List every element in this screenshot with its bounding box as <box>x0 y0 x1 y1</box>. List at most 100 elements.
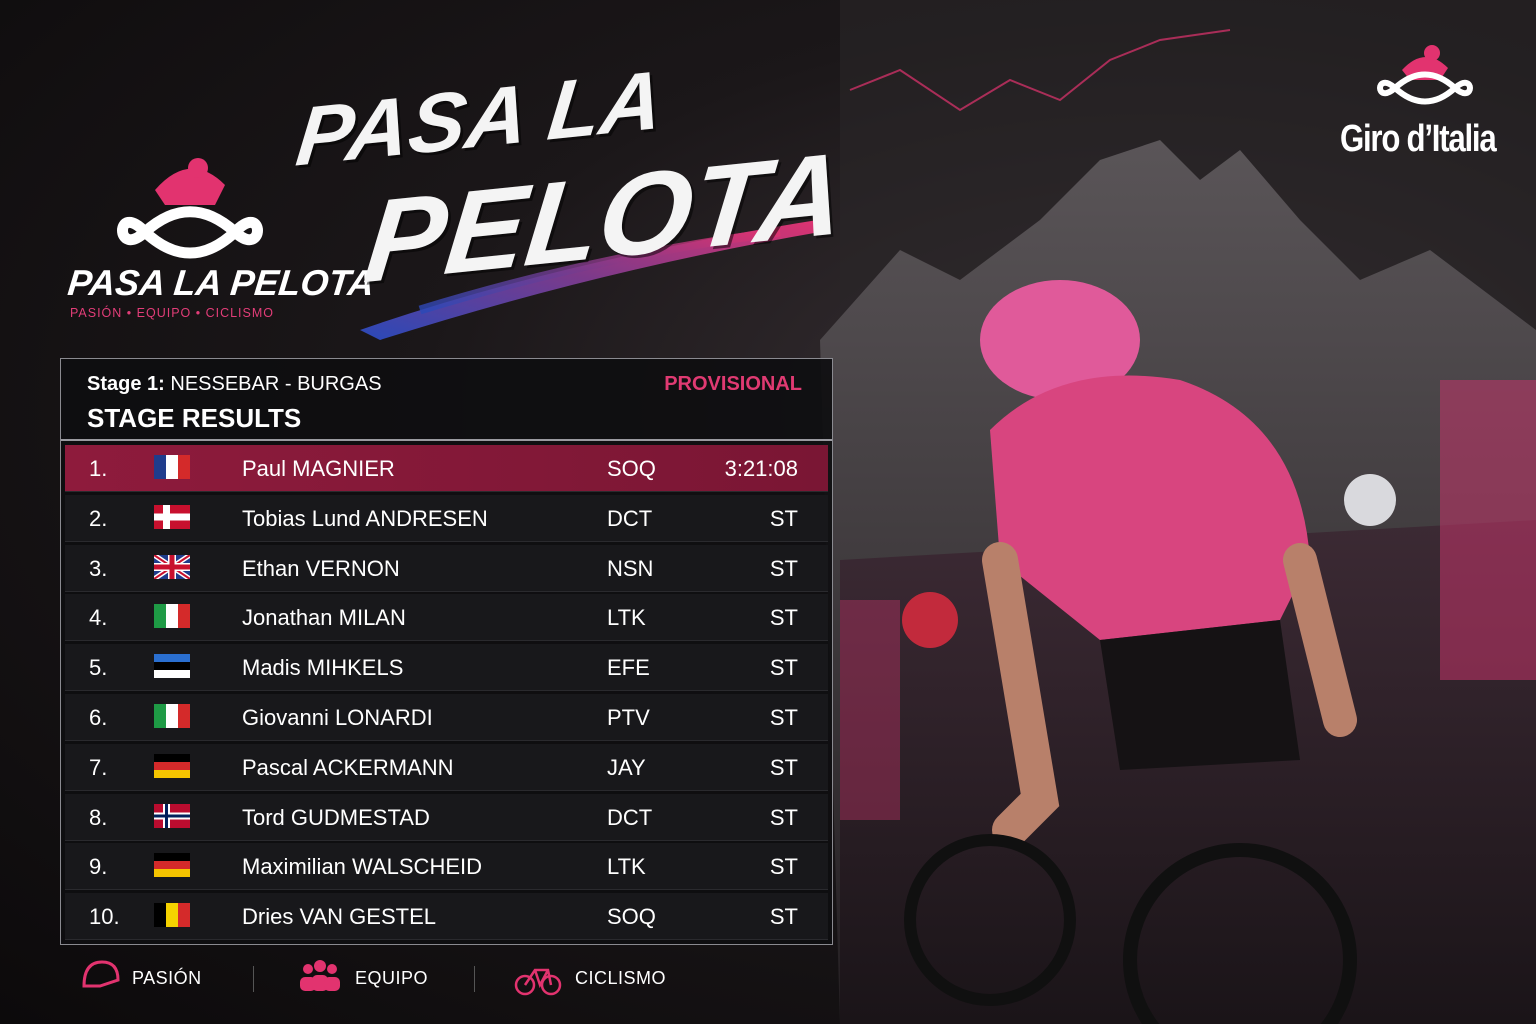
flag <box>154 455 190 479</box>
flag-part <box>178 704 190 728</box>
rider-name: Maximilian WALSCHEID <box>242 854 483 880</box>
result-row: 8. Tord GUDMESTAD DCT ST <box>65 793 828 841</box>
rider-name: Paul MAGNIER <box>242 456 395 481</box>
flag-part <box>154 704 166 728</box>
team: LTK <box>607 854 646 880</box>
flag <box>154 803 190 828</box>
rider-name: Pascal ACKERMANN <box>242 754 454 780</box>
position: 8. <box>89 804 108 830</box>
time: ST <box>769 854 798 880</box>
flag-part <box>154 814 190 818</box>
result-row: 3. Ethan VERNON NSN ST <box>65 544 828 592</box>
rider-name: Dries VAN GESTEL <box>242 904 436 930</box>
sponsor-logo: Giro d’Italia <box>1340 118 1497 160</box>
position: 9. <box>89 854 108 880</box>
table-title: STAGE RESULTS <box>87 403 302 433</box>
result-row: 7. Pascal ACKERMANN JAY ST <box>65 743 828 791</box>
flag-part <box>154 654 190 663</box>
flag <box>154 903 190 928</box>
flag <box>154 853 190 878</box>
flag-part <box>154 670 190 679</box>
flag-part <box>178 455 190 479</box>
stage-label: Stage 1: <box>87 373 165 395</box>
time: ST <box>769 605 798 631</box>
time: ST <box>769 754 798 780</box>
flag <box>154 704 190 728</box>
time: ST <box>769 804 798 830</box>
team: EFE <box>607 655 650 681</box>
flag-part <box>154 455 166 479</box>
rider-name: Tobias Lund ANDRESEN <box>242 505 488 531</box>
flag-part <box>154 861 190 870</box>
result-row: 10. Dries VAN GESTEL SOQ ST <box>65 893 828 941</box>
time: 3:21:08 <box>724 456 798 481</box>
team: LTK <box>607 605 646 631</box>
flag-part <box>166 455 178 479</box>
footer-item: CICLISMO <box>575 968 667 988</box>
flag-part <box>154 513 190 521</box>
flag <box>154 654 190 679</box>
time: ST <box>769 655 798 681</box>
position: 5. <box>89 655 108 681</box>
time: ST <box>769 555 798 581</box>
position: 7. <box>89 754 108 780</box>
time: ST <box>769 505 798 531</box>
flag-part <box>154 869 190 878</box>
team: JAY <box>607 754 646 780</box>
rider-name: Jonathan MILAN <box>242 605 406 631</box>
result-row: 2. Tobias Lund ANDRESEN DCT ST <box>65 494 828 542</box>
position: 2. <box>89 505 108 531</box>
flag-part <box>178 903 190 928</box>
time: ST <box>769 904 798 930</box>
team: SOQ <box>607 456 656 481</box>
separator <box>474 966 475 992</box>
time: ST <box>769 705 798 730</box>
rider-name: Tord GUDMESTAD <box>242 804 430 830</box>
position: 6. <box>89 705 108 730</box>
position: 10. <box>89 904 120 930</box>
flag <box>154 604 190 629</box>
rider-name: Giovanni LONARDI <box>242 705 433 730</box>
team: DCT <box>607 505 653 531</box>
rider-name: Ethan VERNON <box>242 555 400 581</box>
result-row: 9. Maximilian WALSCHEID LTK ST <box>65 843 828 891</box>
position: 4. <box>89 605 108 631</box>
team: NSN <box>607 555 654 581</box>
footer-item: PASIÓN <box>132 968 202 988</box>
flag-part <box>154 753 190 762</box>
flag-part <box>154 769 190 778</box>
flag <box>154 554 190 579</box>
flag <box>154 753 190 778</box>
status: PROVISIONAL <box>664 373 802 395</box>
flag-part <box>154 761 190 770</box>
team: PTV <box>607 705 650 730</box>
flag-part <box>166 903 178 928</box>
position: 3. <box>89 555 108 581</box>
flag-part <box>166 604 178 629</box>
footer-item: EQUIPO <box>355 968 429 988</box>
team: SOQ <box>607 904 656 930</box>
flag-part <box>154 564 190 570</box>
results-table: Stage 1: NESSEBAR - BURGAS PROVISIONAL S… <box>60 358 833 945</box>
flag <box>154 504 190 529</box>
result-row: 4. Jonathan MILAN LTK ST <box>65 594 828 642</box>
rider-name: Madis MIHKELS <box>242 655 404 681</box>
table-header: Stage 1: NESSEBAR - BURGAS PROVISIONAL S… <box>61 359 832 441</box>
result-row: 6. Giovanni LONARDI PTV ST <box>65 694 828 741</box>
flag-part <box>178 604 190 629</box>
flag-part <box>166 704 178 728</box>
flag-part <box>154 903 166 928</box>
route: NESSEBAR - BURGAS <box>170 373 382 395</box>
result-row: 5. Madis MIHKELS EFE ST <box>65 644 828 692</box>
flag-part <box>154 662 190 671</box>
flag-part <box>154 853 190 862</box>
position: 1. <box>89 456 108 481</box>
separator <box>253 966 254 992</box>
logo-title: PASA LA PELOTA <box>65 262 377 303</box>
flag-part <box>154 604 166 629</box>
result-row: 1. Paul MAGNIER SOQ 3:21:08 <box>65 445 828 492</box>
team: DCT <box>607 804 653 830</box>
stage-line: Stage 1: NESSEBAR - BURGAS <box>87 373 382 396</box>
